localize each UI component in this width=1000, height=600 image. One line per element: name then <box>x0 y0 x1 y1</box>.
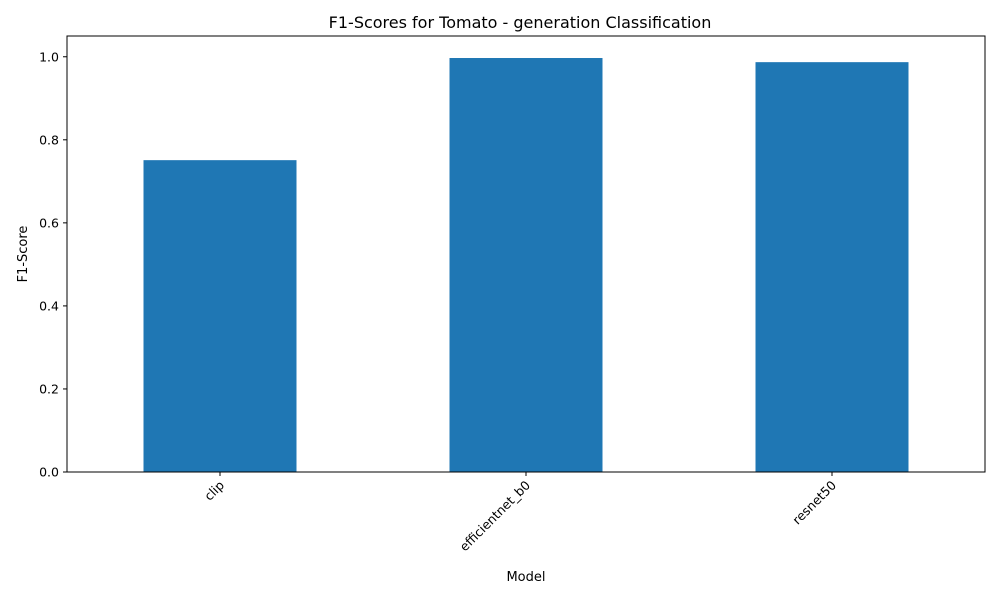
y-tick-label: 0.0 <box>39 465 59 480</box>
bars-layer <box>143 58 909 472</box>
y-axis: 0.0 0.2 0.4 0.6 0.8 1.0 <box>39 49 67 480</box>
bar-resnet50 <box>755 62 909 472</box>
bar-efficientnet_b0 <box>449 58 603 472</box>
y-tick-label: 1.0 <box>39 49 59 64</box>
bar-clip <box>143 160 297 472</box>
y-tick-label: 0.8 <box>39 132 59 147</box>
y-tick-label: 0.4 <box>39 298 59 313</box>
y-tick-label: 0.6 <box>39 215 59 230</box>
chart-title: F1-Scores for Tomato - generation Classi… <box>329 13 712 32</box>
y-axis-label: F1-Score <box>16 226 31 283</box>
plot-frame <box>66 35 986 473</box>
x-axis-label: Model <box>506 570 545 585</box>
y-tick-label: 0.2 <box>39 381 59 396</box>
